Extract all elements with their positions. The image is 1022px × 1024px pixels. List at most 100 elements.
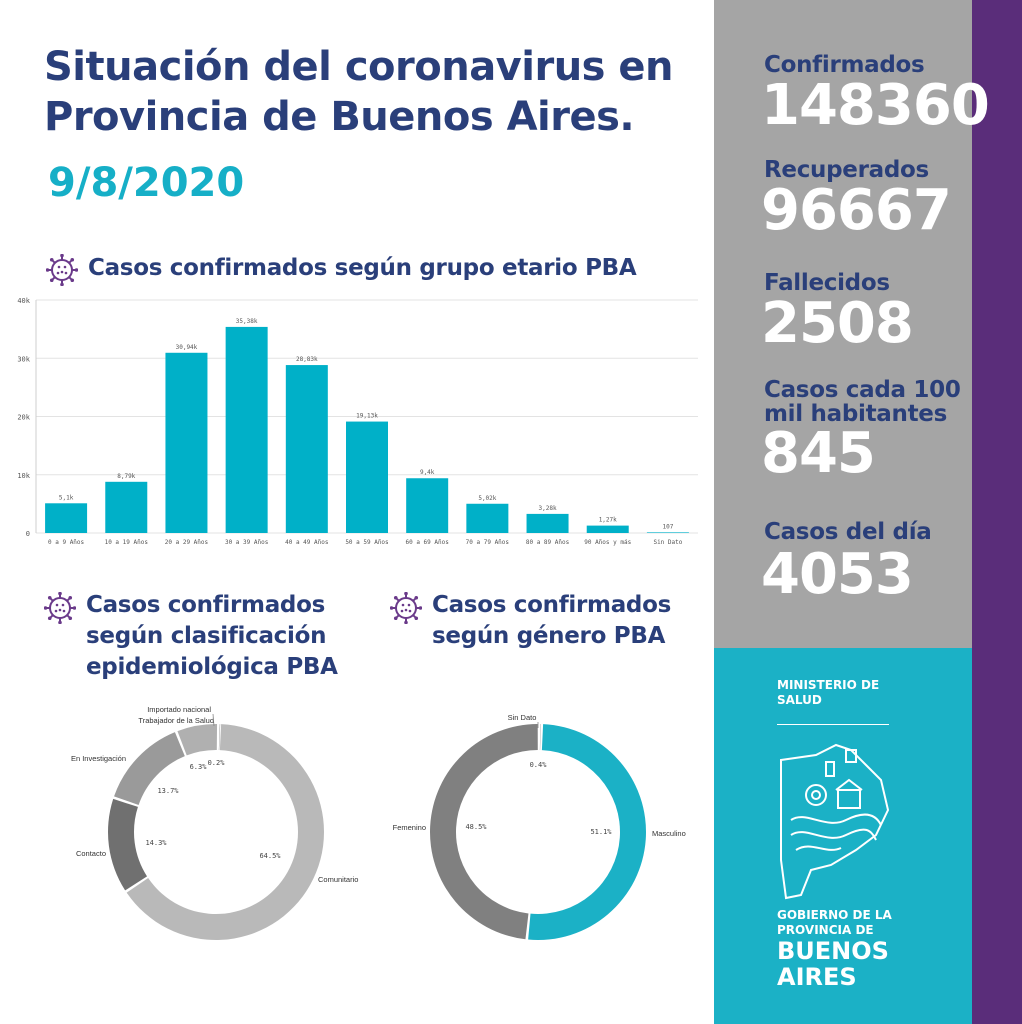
spike-tip bbox=[404, 620, 408, 624]
title-line-2: Provincia de Buenos Aires. bbox=[44, 94, 635, 140]
spike-tip bbox=[70, 278, 75, 283]
virus-dot bbox=[404, 608, 408, 612]
virus-dot bbox=[62, 609, 66, 613]
spike-tip bbox=[393, 595, 398, 600]
slice-value-label: 64.5% bbox=[259, 852, 281, 860]
purple-stripe bbox=[972, 0, 1022, 1024]
gov-line-4: AIRES bbox=[777, 963, 857, 991]
slice-value-label: 0.2% bbox=[208, 759, 226, 767]
x-tick-label: 40 a 49 Años bbox=[285, 539, 329, 546]
age-chart-title: Casos confirmados según grupo etario PBA bbox=[88, 255, 637, 281]
virus-dot bbox=[64, 271, 68, 275]
x-tick-label: 70 a 79 Años bbox=[466, 539, 510, 546]
bar bbox=[586, 525, 629, 533]
bar bbox=[165, 352, 208, 533]
ministry-line-2: SALUD bbox=[777, 693, 822, 707]
stats-panel bbox=[714, 0, 972, 648]
x-tick-label: 20 a 29 Años bbox=[165, 539, 209, 546]
spike-tip bbox=[414, 595, 419, 600]
casosdia-label: Casos del día bbox=[764, 519, 932, 545]
ministry-name: MINISTERIO DE SALUD bbox=[777, 678, 907, 708]
spike-tip bbox=[47, 616, 52, 621]
virus-dot bbox=[401, 603, 405, 607]
spike-tip bbox=[414, 616, 419, 621]
x-tick-label: 60 a 69 Años bbox=[406, 539, 450, 546]
donut-segment bbox=[429, 724, 538, 940]
confirmados-label: Confirmados bbox=[764, 52, 925, 78]
bar-data-label: 19,13k bbox=[356, 413, 378, 420]
age-bar-chart: 0 10k 20k 30k 40k 5,1k 0 a 9 Años 8,79k 10 a 19 … bbox=[17, 297, 698, 546]
spike-tip bbox=[49, 257, 54, 262]
virus-icon bbox=[390, 592, 422, 624]
slice-category-label: Trabajador de la Salud bbox=[138, 716, 214, 725]
buenos-aires-province-logo bbox=[780, 743, 890, 900]
epi-title-line-1: Casos confirmados bbox=[86, 592, 325, 618]
fallecidos-label: Fallecidos bbox=[764, 270, 890, 296]
fallecidos-value: 2508 bbox=[761, 291, 914, 356]
spike-tip bbox=[60, 282, 64, 286]
virus-dot bbox=[63, 265, 67, 269]
slice-value-label: 0.4% bbox=[530, 761, 548, 769]
gov-line-1: GOBIERNO DE LA bbox=[777, 908, 892, 922]
bar-data-label: 9,4k bbox=[420, 469, 435, 476]
spike-tip bbox=[49, 278, 54, 283]
slice-category-label: En Investigación bbox=[71, 754, 126, 763]
virus-dot bbox=[56, 271, 60, 275]
y-tick-label: 20k bbox=[17, 414, 30, 422]
slice-category-label: Masculino bbox=[652, 829, 686, 838]
y-tick-label: 40k bbox=[17, 297, 30, 305]
spike-tip bbox=[393, 616, 398, 621]
bar bbox=[105, 481, 148, 533]
virus-icon bbox=[46, 254, 78, 286]
y-tick-label: 0 bbox=[26, 530, 30, 538]
casos100-value: 845 bbox=[761, 421, 876, 486]
bar bbox=[466, 503, 509, 533]
virus-dot bbox=[58, 608, 62, 612]
virus-body bbox=[51, 259, 73, 281]
spike-tip bbox=[70, 257, 75, 262]
slice-category-label: Femenino bbox=[393, 823, 426, 832]
x-tick-label: 90 Años y más bbox=[584, 539, 631, 546]
slice-value-label: 13.7% bbox=[157, 787, 179, 795]
donut-segment bbox=[114, 732, 185, 805]
x-tick-label: 80 a 89 Años bbox=[526, 539, 570, 546]
spike-tip bbox=[68, 616, 73, 621]
bar-data-label: 5,02k bbox=[478, 495, 496, 502]
bar bbox=[646, 532, 689, 533]
virus-dot bbox=[61, 603, 65, 607]
virus-dot bbox=[407, 603, 411, 607]
bar-data-label: 5,1k bbox=[59, 494, 74, 501]
gender-title-line-1: Casos confirmados bbox=[432, 592, 671, 618]
slice-value-label: 6.3% bbox=[190, 763, 208, 771]
casosdia-value: 4053 bbox=[761, 542, 914, 607]
virus-dot bbox=[55, 603, 59, 607]
spike-tip bbox=[404, 592, 408, 596]
slice-category-label: Sin Dato bbox=[508, 713, 537, 722]
casos100-label-line-2: mil habitantes bbox=[764, 401, 947, 427]
donut-segment bbox=[107, 798, 148, 891]
spike-tip bbox=[390, 606, 394, 610]
x-tick-label: 50 a 59 Años bbox=[345, 539, 389, 546]
divider bbox=[777, 724, 889, 725]
spike-tip bbox=[58, 592, 62, 596]
spike-tip bbox=[46, 268, 50, 272]
x-tick-label: 0 a 9 Años bbox=[48, 539, 85, 546]
gov-name-big: BUENOS AIRES bbox=[777, 938, 937, 990]
bar bbox=[346, 421, 388, 533]
gender-chart-title: Casos confirmados según género PBA bbox=[432, 590, 712, 652]
virus-body bbox=[49, 597, 71, 619]
virus-dot bbox=[60, 270, 64, 274]
bar-data-label: 8,79k bbox=[117, 473, 135, 480]
virus-dot bbox=[54, 609, 58, 613]
donut-segment bbox=[177, 724, 218, 756]
gender-title-line-2: según género PBA bbox=[432, 623, 666, 649]
recuperados-label: Recuperados bbox=[764, 157, 929, 183]
report-date: 9/8/2020 bbox=[48, 160, 245, 206]
bar-data-label: 107 bbox=[662, 523, 673, 530]
bar-data-label: 3,28k bbox=[539, 505, 557, 512]
casos100-label: Casos cada 100 mil habitantes bbox=[764, 378, 961, 426]
slice-value-label: 14.3% bbox=[145, 839, 167, 847]
spike-tip bbox=[58, 620, 62, 624]
bar bbox=[285, 365, 328, 533]
bar-data-label: 1,27k bbox=[599, 517, 617, 524]
